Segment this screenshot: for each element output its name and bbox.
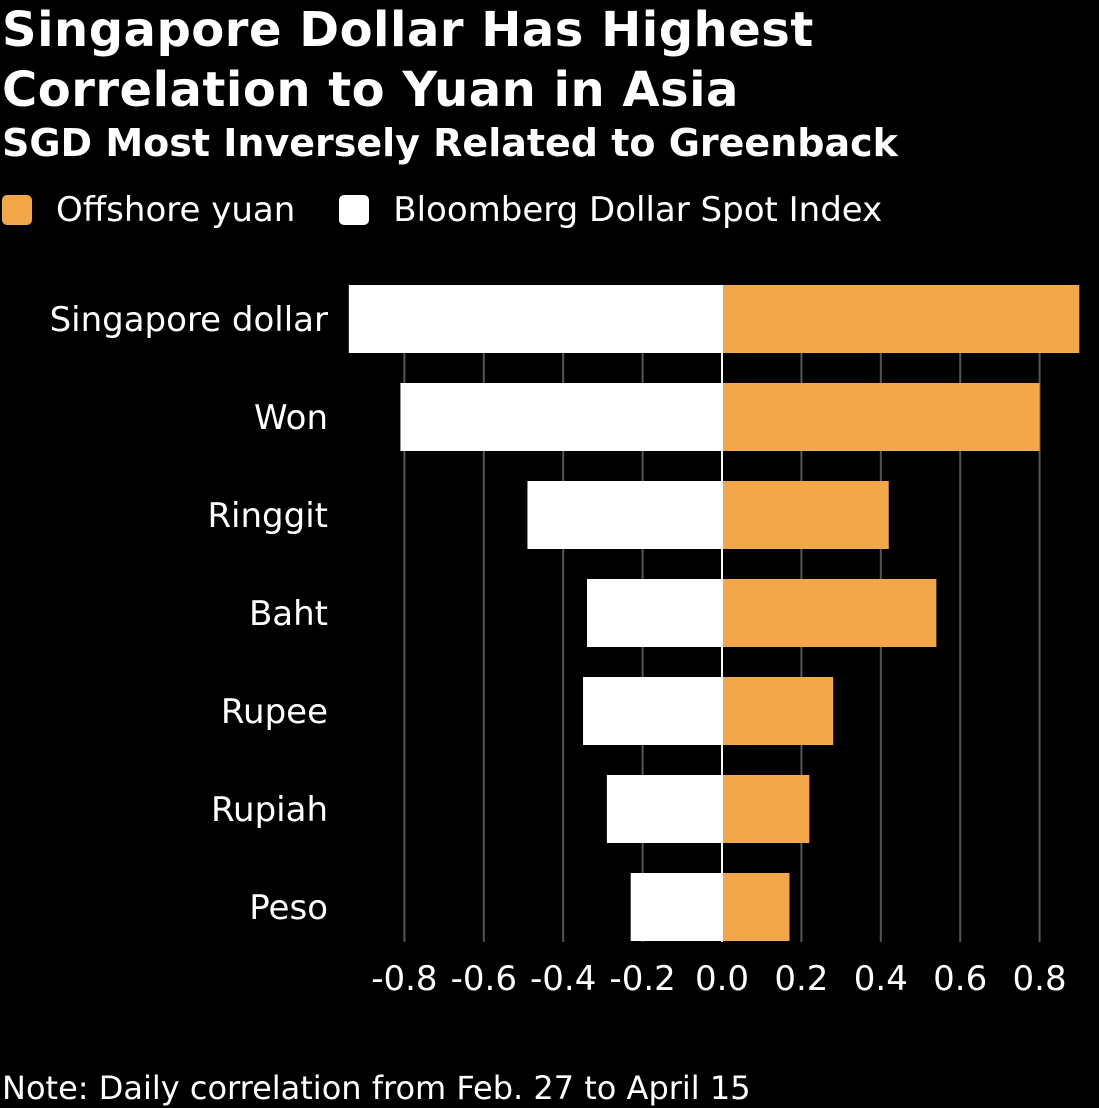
bar-offshore-yuan-peso (722, 873, 790, 941)
x-tick-label--0.4: -0.4 (530, 959, 596, 999)
legend-item-dollar-index: Bloomberg Dollar Spot Index (339, 190, 882, 230)
x-axis-ticks: -0.8 -0.6 -0.4 -0.2 0.0 0.2 0.4 0.6 0.8 (371, 959, 1066, 999)
category-label-rupiah: Rupiah (211, 790, 328, 830)
x-tick-label--0.6: -0.6 (451, 959, 517, 999)
category-label-baht: Baht (249, 594, 328, 634)
bar-offshore-yuan-won (722, 383, 1040, 451)
bar-bloomberg-dollar-spot-index-baht (587, 579, 722, 647)
x-tick-label--0.2: -0.2 (609, 959, 675, 999)
bars (348, 285, 1080, 941)
legend-label-offshore-yuan: Offshore yuan (56, 190, 296, 230)
chart-note: Note: Daily correlation from Feb. 27 to … (2, 1069, 751, 1107)
bar-bloomberg-dollar-spot-index-peso (630, 873, 722, 941)
bar-bloomberg-dollar-spot-index-singapore-dollar (348, 285, 722, 353)
bar-offshore-yuan-ringgit (722, 481, 889, 549)
x-tick-label-0.6: 0.6 (933, 959, 987, 999)
bar-offshore-yuan-singapore-dollar (722, 285, 1080, 353)
x-tick-label--0.8: -0.8 (371, 959, 437, 999)
category-label-ringgit: Ringgit (207, 496, 328, 536)
bar-offshore-yuan-baht (722, 579, 937, 647)
category-label-singapore-dollar: Singapore dollar (50, 300, 328, 340)
x-tick-label-0.2: 0.2 (774, 959, 828, 999)
x-tick-label-0.4: 0.4 (854, 959, 908, 999)
legend-swatch-dollar-index (339, 195, 370, 225)
bar-bloomberg-dollar-spot-index-rupee (583, 677, 722, 745)
bar-offshore-yuan-rupiah (722, 775, 810, 843)
bar-bloomberg-dollar-spot-index-won (400, 383, 722, 451)
category-labels: Singapore dollar Won Ringgit Baht Rupee Rupia… (50, 300, 328, 928)
bar-offshore-yuan-rupee (722, 677, 834, 745)
x-tick-label-0.0: 0.0 (695, 959, 749, 999)
chart-subtitle: SGD Most Inversely Related to Greenback (2, 121, 898, 165)
legend-label-dollar-index: Bloomberg Dollar Spot Index (393, 190, 883, 230)
category-label-rupee: Rupee (221, 692, 328, 732)
legend-swatch-offshore-yuan (2, 195, 32, 225)
legend-item-offshore-yuan: Offshore yuan (2, 190, 295, 230)
x-tick-label-0.8: 0.8 (1013, 959, 1067, 999)
bar-bloomberg-dollar-spot-index-ringgit (527, 481, 722, 549)
chart-title: Singapore Dollar Has Highest Correlation… (2, 2, 814, 118)
legend: Offshore yuan Bloomberg Dollar Spot Inde… (2, 186, 926, 234)
category-label-peso: Peso (249, 888, 328, 928)
category-label-won: Won (254, 398, 328, 438)
bar-bloomberg-dollar-spot-index-rupiah (606, 775, 722, 843)
